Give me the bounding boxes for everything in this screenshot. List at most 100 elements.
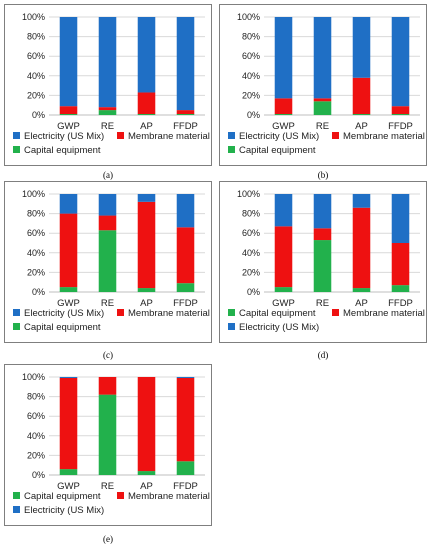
bar-ffdp-membrane-material: [391, 243, 410, 286]
legend-label: Membrane material: [343, 131, 425, 142]
y-tick-label: 60%: [242, 51, 260, 61]
caption-e: (e): [103, 534, 113, 544]
y-tick-label: 80%: [242, 209, 260, 219]
legend-swatch: [332, 132, 339, 139]
y-tick-label: 100%: [22, 372, 45, 382]
x-tick-label: GWP: [57, 121, 80, 132]
legend-swatch: [13, 309, 20, 316]
y-tick-label: 60%: [27, 411, 45, 421]
legend-swatch: [228, 323, 235, 330]
caption-a: (a): [103, 170, 113, 180]
bar-gwp-electricity-us-mix: [274, 194, 293, 227]
x-tick-label: RE: [101, 121, 114, 132]
bar-ap-capital-equipment: [137, 114, 156, 115]
x-tick-label: GWP: [272, 298, 295, 309]
bar-ap-capital-equipment: [137, 471, 156, 475]
bar-ap-membrane-material: [352, 207, 371, 289]
legend-swatch: [228, 309, 235, 316]
y-tick-label: 80%: [27, 392, 45, 402]
y-tick-label: 100%: [237, 12, 260, 22]
legend-label: Electricity (US Mix): [239, 322, 319, 333]
bar-ffdp-electricity-us-mix: [391, 17, 410, 107]
chart-svg-a: 0% 20% 40% 60% 80% 100% GWP RE AP FFDP Electricity…: [13, 12, 210, 156]
bar-ffdp-membrane-material: [176, 227, 195, 284]
legend-label: Electricity (US Mix): [24, 505, 104, 516]
legend-label: Capital equipment: [239, 145, 316, 156]
caption-b: (b): [317, 170, 329, 180]
y-tick-label: 40%: [27, 431, 45, 441]
x-tick-label: AP: [140, 121, 153, 132]
bar-gwp-membrane-material: [59, 106, 78, 115]
y-tick-label: 60%: [27, 228, 45, 238]
legend-swatch: [228, 132, 235, 139]
legend-label: Capital equipment: [239, 308, 316, 319]
y-tick-label: 0%: [247, 287, 260, 297]
bar-gwp-capital-equipment: [59, 469, 78, 475]
bar-gwp-electricity-us-mix: [59, 17, 78, 107]
bar-gwp-capital-equipment: [274, 287, 293, 292]
x-tick-label: GWP: [57, 298, 80, 309]
bar-ffdp-electricity-us-mix: [176, 194, 195, 228]
bar-ap-membrane-material: [137, 201, 156, 289]
legend-label: Electricity (US Mix): [24, 131, 104, 142]
bar-gwp-membrane-material: [59, 377, 78, 470]
x-tick-label: AP: [140, 481, 153, 492]
bar-re-electricity-us-mix: [313, 194, 332, 229]
x-tick-label: RE: [316, 298, 329, 309]
legend-label: Membrane material: [128, 491, 210, 502]
bar-re-capital-equipment: [313, 240, 332, 292]
bar-re-electricity-us-mix: [313, 17, 332, 99]
x-tick-label: FFDP: [388, 298, 413, 309]
bar-ffdp-capital-equipment: [391, 285, 410, 292]
bar-ap-membrane-material: [137, 377, 156, 472]
y-tick-label: 0%: [32, 287, 45, 297]
x-tick-label: AP: [355, 298, 368, 309]
x-tick-label: RE: [101, 481, 114, 492]
bar-ffdp-capital-equipment: [176, 114, 195, 115]
bar-gwp-membrane-material: [274, 98, 293, 115]
bar-gwp-electricity-us-mix: [59, 377, 78, 378]
x-tick-label: RE: [316, 121, 329, 132]
bar-ffdp-electricity-us-mix: [176, 377, 195, 378]
bar-ffdp-electricity-us-mix: [391, 194, 410, 243]
legend-swatch: [13, 492, 20, 499]
chart-panel-c: 0% 20% 40% 60% 80% 100% GWP RE AP FFDP Electricity…: [4, 181, 212, 343]
bar-ffdp-membrane-material: [176, 110, 195, 115]
x-tick-label: FFDP: [173, 298, 198, 309]
bar-ap-membrane-material: [137, 92, 156, 115]
y-tick-label: 40%: [27, 248, 45, 258]
bar-gwp-electricity-us-mix: [59, 194, 78, 214]
bar-re-capital-equipment: [98, 230, 117, 292]
bar-ffdp-capital-equipment: [176, 283, 195, 292]
chart-panel-b: 0% 20% 40% 60% 80% 100% GWP RE AP FFDP Electricity…: [219, 4, 427, 166]
bar-re-capital-equipment: [313, 101, 332, 115]
bar-ffdp-capital-equipment: [176, 461, 195, 475]
bar-ap-electricity-us-mix: [352, 17, 371, 78]
legend-swatch: [117, 132, 124, 139]
bar-gwp-membrane-material: [59, 213, 78, 288]
y-tick-label: 0%: [247, 110, 260, 120]
chart-svg-d: 0% 20% 40% 60% 80% 100% GWP RE AP FFDP Capital equ…: [228, 189, 425, 333]
bar-ap-membrane-material: [352, 77, 371, 115]
y-tick-label: 80%: [27, 209, 45, 219]
y-tick-label: 60%: [242, 228, 260, 238]
legend-swatch: [13, 323, 20, 330]
bar-re-capital-equipment: [98, 394, 117, 475]
bar-ffdp-membrane-material: [391, 106, 410, 115]
y-tick-label: 100%: [22, 189, 45, 199]
legend-label: Membrane material: [128, 131, 210, 142]
y-tick-label: 40%: [242, 71, 260, 81]
y-tick-label: 80%: [242, 32, 260, 42]
y-tick-label: 40%: [27, 71, 45, 81]
chart-panel-d: 0% 20% 40% 60% 80% 100% GWP RE AP FFDP Capital equ…: [219, 181, 427, 343]
x-tick-label: RE: [101, 298, 114, 309]
bar-re-membrane-material: [98, 107, 117, 111]
bar-ap-capital-equipment: [137, 288, 156, 292]
bar-gwp-capital-equipment: [59, 287, 78, 292]
legend-swatch: [13, 146, 20, 153]
chart-svg-b: 0% 20% 40% 60% 80% 100% GWP RE AP FFDP Electricity…: [228, 12, 425, 156]
bar-re-electricity-us-mix: [98, 17, 117, 108]
legend-swatch: [117, 492, 124, 499]
caption-c: (c): [103, 350, 113, 360]
caption-d: (d): [317, 350, 329, 360]
